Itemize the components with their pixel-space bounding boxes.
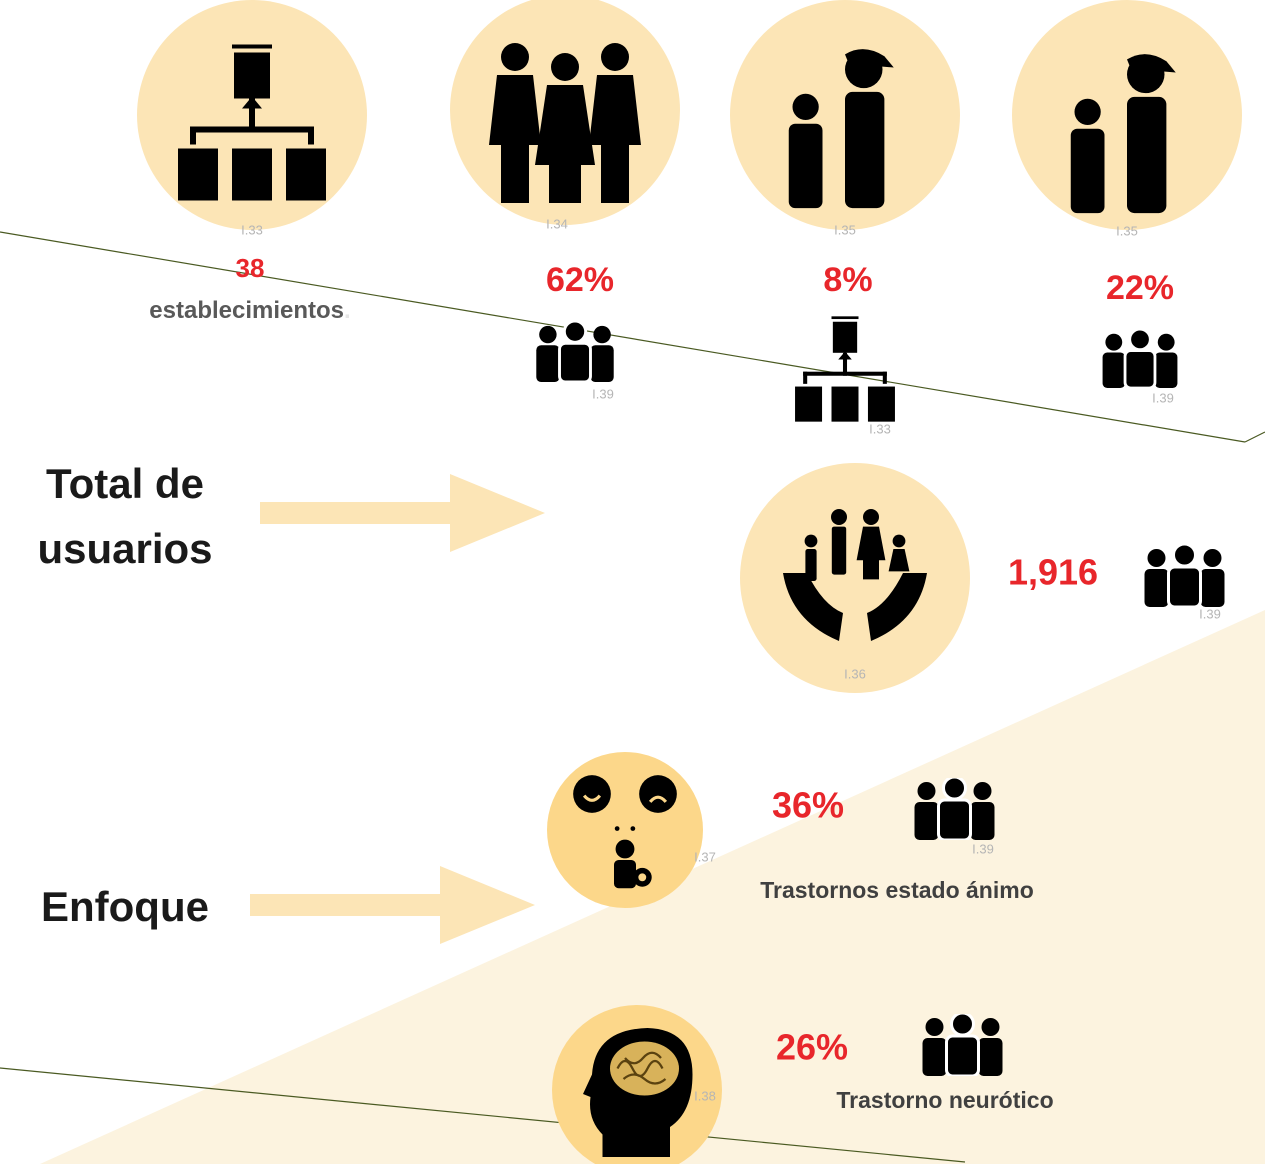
people-icon: [534, 322, 616, 382]
ref-label: I.33: [869, 421, 891, 436]
section-title: Total de: [46, 460, 204, 507]
stat-label-text: establecimientos: [149, 297, 344, 324]
ref-label: I.35: [1116, 223, 1138, 238]
stat-label: Trastorno neurótico: [836, 1087, 1053, 1113]
stat-value: 8%: [823, 261, 872, 299]
ref-label: I.35: [834, 222, 856, 237]
people-icon: [1142, 545, 1227, 607]
women-icon: [489, 43, 641, 203]
ref-label: I.39: [1199, 606, 1221, 621]
ref-label: I.39: [592, 386, 614, 401]
arrow: [260, 474, 545, 552]
icon-circle: [740, 463, 970, 693]
stat-value: 36%: [772, 785, 844, 826]
stat-value: 1,916: [1008, 552, 1098, 593]
ref-label: I.39: [972, 841, 994, 856]
stat-label: establecimientos.: [149, 297, 350, 324]
section-title: usuarios: [37, 525, 212, 572]
divider-line: [0, 1067, 966, 1163]
ref-label: I.36: [844, 666, 866, 681]
stat-value: 26%: [776, 1027, 848, 1068]
ref-label: I.38: [694, 1088, 716, 1103]
people-icon: [1101, 330, 1179, 388]
arrow: [250, 866, 535, 944]
ref-label: I.34: [546, 216, 568, 231]
divider-line: [0, 231, 1246, 443]
ref-label: I.33: [241, 222, 263, 237]
stat-label-suffix: .: [344, 297, 351, 324]
people-icon: [912, 778, 997, 840]
divider-line: [1244, 431, 1265, 443]
ref-label: I.39: [1152, 390, 1174, 405]
ref-label: I.37: [694, 849, 716, 864]
stat-label: Trastornos estado ánimo: [760, 877, 1034, 903]
stat-value: 38: [236, 253, 265, 283]
stat-value: 22%: [1106, 269, 1174, 307]
stat-value: 62%: [546, 261, 614, 299]
section-title: Enfoque: [41, 883, 209, 930]
people-icon: [920, 1014, 1005, 1076]
